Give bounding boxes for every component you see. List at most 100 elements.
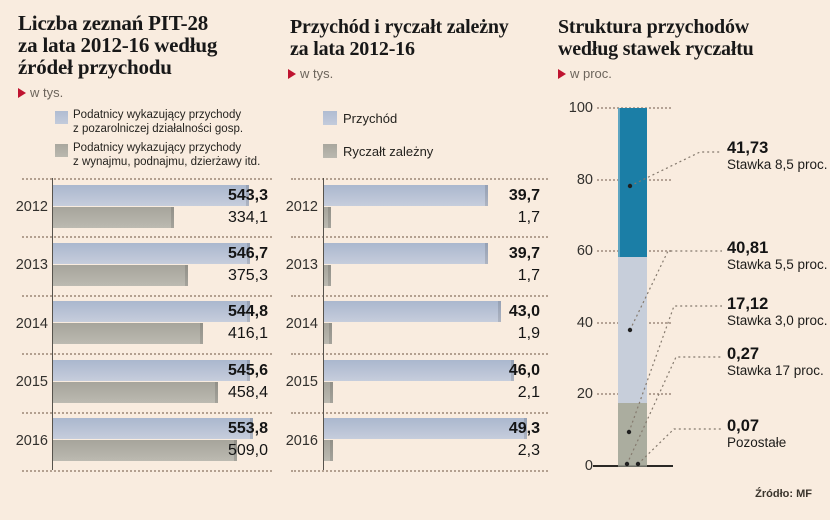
left-bar-series1 <box>53 418 253 440</box>
left-bar-series2 <box>53 440 237 462</box>
legend-item-ryczalt: Ryczałt zależny <box>343 144 434 159</box>
left-value-series1: 546,7 <box>227 244 268 262</box>
panel-left-title-line-3: źródeł przychodu <box>18 55 172 79</box>
left-year-label: 2012 <box>15 199 48 215</box>
middle-row-separator <box>291 294 548 297</box>
left-bar-series2 <box>53 323 204 345</box>
left-value-series1: 545,6 <box>227 361 268 379</box>
middle-value-series2: 2,3 <box>517 442 540 460</box>
unit-arrow-icon <box>288 68 296 79</box>
left-bar-series1 <box>53 242 251 264</box>
legend-item-przychod: Przychód <box>343 111 398 126</box>
middle-bar-series2 <box>324 206 331 228</box>
middle-bar-series2 <box>324 381 333 403</box>
left-year-label: 2014 <box>15 315 48 332</box>
unit-arrow-icon <box>18 87 26 98</box>
left-row-separator <box>22 236 272 239</box>
segment-name: Stawka 17 proc. <box>727 363 824 378</box>
segment-label-8-5: 41,73 Stawka 8,5 proc. <box>727 139 828 173</box>
middle-row-separator <box>291 178 548 180</box>
left-row-separator <box>22 411 272 414</box>
unit-label: w proc. <box>570 66 612 81</box>
segment-value: 17,12 <box>727 295 769 313</box>
right-ytick-0: 0 <box>584 458 593 474</box>
middle-row-separator <box>291 353 548 356</box>
panel-left-title-line-2: za lata 2012-16 według <box>18 33 218 57</box>
legend-swatch-przychod <box>323 111 337 125</box>
segment-value: 40,81 <box>727 239 769 257</box>
panel-right-title: Struktura przychodów według stawek rycza… <box>558 16 754 60</box>
middle-year-label: 2016 <box>285 432 318 449</box>
panel-middle-unit: w tys. <box>288 66 333 81</box>
left-value-series1: 543,3 <box>227 186 268 204</box>
right-ytick-40: 40 <box>576 314 593 331</box>
middle-value-series1: 49,3 <box>508 420 540 438</box>
left-bar-series1 <box>53 184 249 206</box>
right-x-axis <box>593 465 673 467</box>
left-y-axis <box>52 178 53 470</box>
segment-name: Stawka 8,5 proc. <box>727 157 828 172</box>
unit-label: w tys. <box>300 66 334 81</box>
middle-row-separator <box>291 411 548 414</box>
middle-value-series1: 39,7 <box>508 244 540 262</box>
middle-value-series1: 43,0 <box>508 303 540 321</box>
middle-year-label: 2014 <box>285 315 318 332</box>
middle-value-series1: 39,7 <box>508 186 540 204</box>
right-ytick-60: 60 <box>576 243 593 260</box>
panel-right-title-line-2: według stawek ryczałtu <box>558 38 754 60</box>
middle-y-axis <box>323 178 324 470</box>
middle-value-series2: 1,9 <box>517 325 540 343</box>
stack-segment-1 <box>618 257 647 404</box>
segment-label-5-5: 40,81 Stawka 5,5 proc. <box>727 239 828 273</box>
segment-name: Pozostałe <box>727 435 787 450</box>
panel-left-title: Liczba zeznań PIT-28 za lata 2012-16 wed… <box>18 12 217 78</box>
stack-segment-0 <box>618 108 647 258</box>
middle-year-label: 2013 <box>285 257 318 274</box>
unit-arrow-icon <box>558 68 566 79</box>
left-year-label: 2016 <box>15 432 48 449</box>
source-label: Źródło: MF <box>755 488 812 500</box>
left-row-separator <box>22 178 272 180</box>
right-ytick-80: 80 <box>576 171 593 188</box>
panel-middle-title-line-1: Przychód i ryczałt zależny <box>290 16 509 38</box>
left-row-separator <box>22 353 272 356</box>
left-bar-series2 <box>53 206 174 228</box>
legend-item-gray-label: Podatnicy wykazujący przychody z wynajmu… <box>73 141 260 169</box>
middle-bar-series1 <box>324 359 514 381</box>
unit-label: w tys. <box>30 85 64 100</box>
legend-line: Podatnicy wykazujący przychody <box>73 142 242 154</box>
legend-swatch-blue <box>55 111 68 124</box>
middle-value-series2: 2,1 <box>517 383 540 401</box>
panel-left-title-line-1: Liczba zeznań PIT-28 <box>18 11 209 35</box>
segment-name: Stawka 3,0 proc. <box>727 313 828 328</box>
left-year-label: 2013 <box>15 257 48 274</box>
stack-segment-2 <box>618 403 647 465</box>
middle-bar-series2 <box>324 264 331 286</box>
segment-value: 41,73 <box>727 139 769 157</box>
legend-swatch-ryczalt <box>323 144 337 158</box>
legend-swatch-gray <box>55 144 68 157</box>
segment-value: 0,27 <box>727 345 760 363</box>
panel-right-title-line-1: Struktura przychodów <box>558 16 750 38</box>
left-bar-series2 <box>53 381 219 403</box>
legend-line: z wynajmu, podnajmu, dzierżawy itd. <box>73 156 261 168</box>
left-value-series2: 458,4 <box>227 383 268 401</box>
middle-year-label: 2015 <box>285 374 318 391</box>
left-bar-series2 <box>53 264 189 286</box>
middle-year-label: 2012 <box>285 199 318 215</box>
panel-left-unit: w tys. <box>18 85 63 100</box>
middle-bar-series2 <box>324 323 332 345</box>
stack-segment-3 <box>618 464 647 466</box>
left-year-label: 2015 <box>15 374 48 391</box>
panel-right-unit: w proc. <box>558 66 612 81</box>
right-ytick-100: 100 <box>568 100 593 116</box>
middle-row-separator <box>291 236 548 239</box>
middle-value-series2: 1,7 <box>517 208 540 226</box>
left-value-series2: 509,0 <box>227 442 268 460</box>
middle-bar-series1 <box>324 242 488 264</box>
segment-label-3-0: 17,12 Stawka 3,0 proc. <box>727 295 828 329</box>
left-row-separator <box>22 294 272 297</box>
middle-bar-series1 <box>324 418 528 440</box>
left-bar-series1 <box>53 359 250 381</box>
legend-line: Podatnicy wykazujący przychody <box>73 109 242 121</box>
